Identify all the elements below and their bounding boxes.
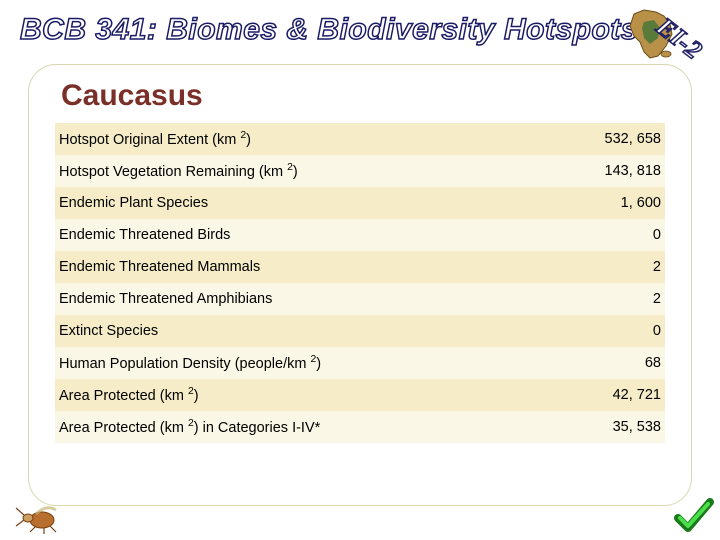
table-row: Extinct Species0 [55,315,665,347]
table-row: Endemic Plant Species1, 600 [55,187,665,219]
stat-label: Human Population Density (people/km 2) [55,347,547,379]
stat-value: 1, 600 [547,187,665,219]
insect-icon [14,500,60,534]
stat-label: Endemic Threatened Amphibians [55,283,547,315]
stat-value: 68 [547,347,665,379]
stat-label: Endemic Threatened Birds [55,219,547,251]
stat-value: 0 [547,315,665,347]
stat-label: Endemic Plant Species [55,187,547,219]
stat-value: 2 [547,251,665,283]
stat-value: 2 [547,283,665,315]
stat-value: 0 [547,219,665,251]
table-row: Endemic Threatened Amphibians2 [55,283,665,315]
stat-label: Endemic Threatened Mammals [55,251,547,283]
table-row: Endemic Threatened Birds0 [55,219,665,251]
table-row: Hotspot Vegetation Remaining (km 2)143, … [55,155,665,187]
table-row: Human Population Density (people/km 2)68 [55,347,665,379]
region-title: Caucasus [61,79,665,113]
table-row: Endemic Threatened Mammals2 [55,251,665,283]
course-title: BCB 341: Biomes & Biodiversity Hotspots [20,13,638,47]
table-row: Area Protected (km 2) in Categories I-IV… [55,411,665,443]
stat-label: Hotspot Original Extent (km 2) [55,123,547,155]
stat-value: 143, 818 [547,155,665,187]
stat-label: Area Protected (km 2) [55,379,547,411]
content-panel: Caucasus Hotspot Original Extent (km 2)5… [28,64,692,506]
checkmark-icon [674,496,714,536]
table-row: Area Protected (km 2)42, 721 [55,379,665,411]
stat-label: Area Protected (km 2) in Categories I-IV… [55,411,547,443]
header-bar: BCB 341: Biomes & Biodiversity Hotspots … [0,0,720,60]
stat-label: Extinct Species [55,315,547,347]
stat-label: Hotspot Vegetation Remaining (km 2) [55,155,547,187]
table-row: Hotspot Original Extent (km 2)532, 658 [55,123,665,155]
stat-value: 35, 538 [547,411,665,443]
stat-value: 42, 721 [547,379,665,411]
stat-value: 532, 658 [547,123,665,155]
hotspot-stats-table: Hotspot Original Extent (km 2)532, 658Ho… [55,123,665,443]
